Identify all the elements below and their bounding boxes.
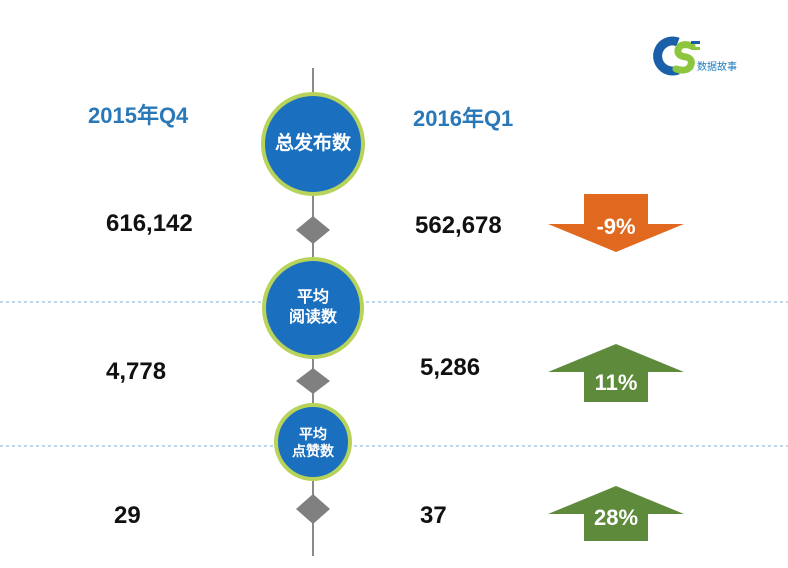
period-left: 2015年Q4 (88, 103, 189, 128)
value-q1-1: 562,678 (415, 212, 502, 239)
logo (652, 36, 742, 76)
change-arrow-up-3 (548, 486, 684, 541)
metric-label-2-line-2: 阅读数 (288, 309, 337, 326)
value-q4-2: 4,778 (106, 358, 167, 385)
value-q4-3: 29 (114, 502, 141, 529)
change-arrow-down-1 (548, 194, 684, 252)
metric-circle-2 (262, 257, 364, 359)
value-q1-2: 5,286 (420, 354, 481, 381)
change-label-3: 28% (593, 505, 639, 530)
value-q4-1: 616,142 (106, 210, 193, 237)
metric-circle-1 (261, 92, 365, 196)
metric-circle-3 (274, 403, 352, 481)
metric-label-3-line-2: 点赞数 (292, 443, 334, 459)
metric-label-1: 总发布数 (263, 124, 363, 164)
metric-label-2: 平均 阅读数 (264, 283, 362, 333)
diamond-marker-3 (296, 494, 330, 524)
change-arrow-up-2 (548, 344, 684, 402)
metric-label-3: 平均 点赞数 (276, 422, 350, 464)
metric-label-2-line-1: 平均 (296, 289, 329, 306)
change-label-2: 11% (594, 370, 638, 395)
diamond-marker-1 (296, 216, 330, 244)
logo-text: 数据故事 (697, 62, 737, 73)
change-label-1: -9% (596, 214, 636, 239)
diamond-marker-2 (296, 368, 330, 394)
period-right: 2016年Q1 (413, 106, 514, 131)
metric-label-1-line-1: 总发布数 (274, 133, 351, 155)
logo-icon (653, 36, 700, 76)
value-q1-3: 37 (420, 502, 447, 529)
metric-label-3-line-1: 平均 (299, 425, 327, 442)
